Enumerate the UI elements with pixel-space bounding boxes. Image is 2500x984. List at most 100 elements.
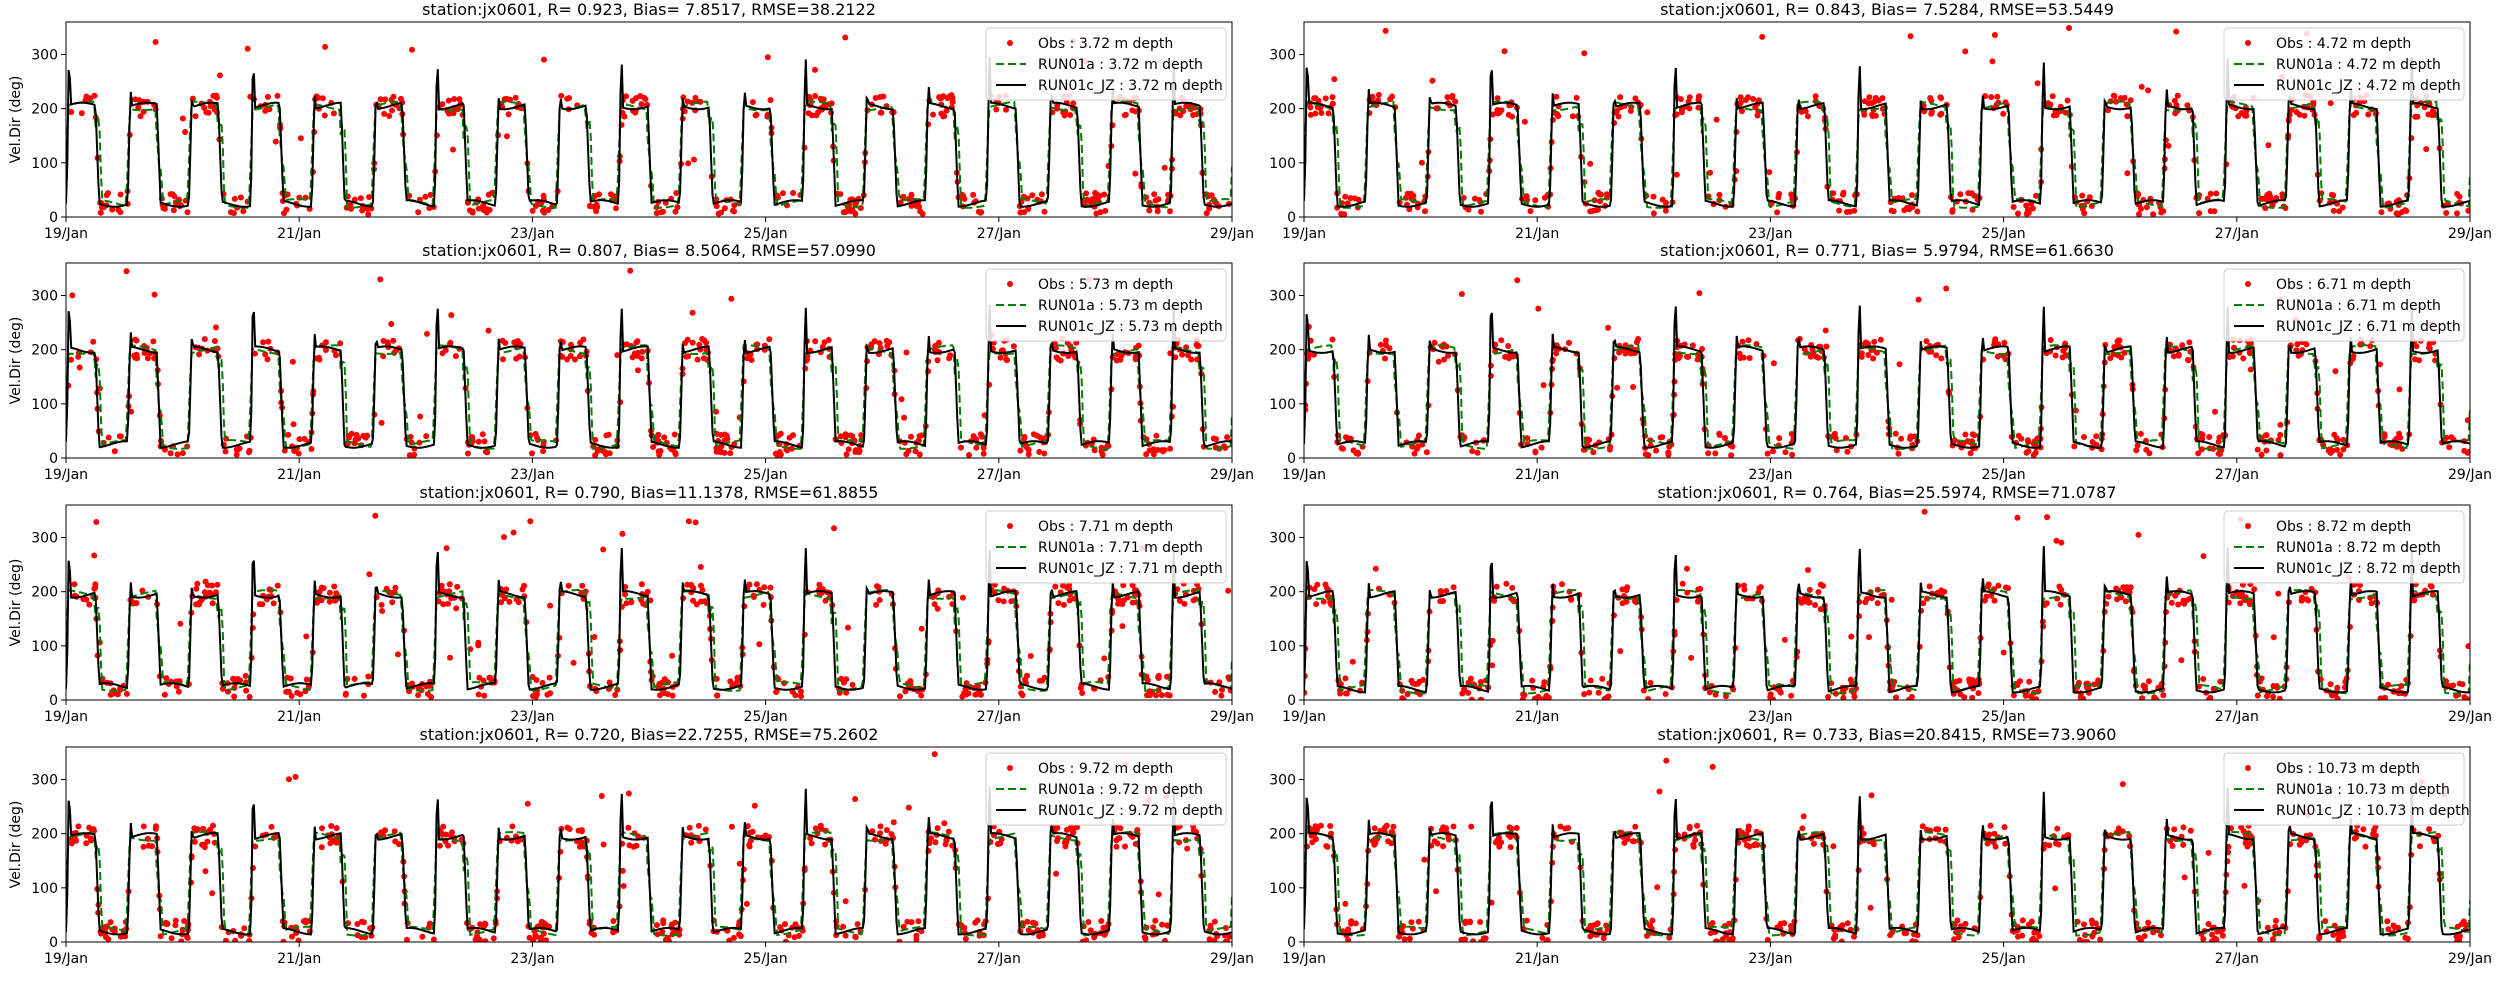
obs-point	[2143, 204, 2150, 211]
obs-point	[2305, 597, 2312, 604]
obs-point	[1775, 194, 1782, 201]
legend-label: Obs : 7.71 m depth	[1038, 519, 1173, 535]
obs-point	[1662, 691, 1669, 697]
obs-point	[360, 692, 367, 699]
obs-point	[2427, 582, 2434, 589]
obs-point	[2054, 825, 2061, 832]
obs-point	[565, 582, 572, 589]
obs-point	[105, 434, 112, 441]
y-tick-label: 300	[31, 48, 58, 64]
obs-point	[2071, 443, 2078, 450]
obs-point	[1800, 813, 1807, 820]
obs-point	[286, 776, 292, 783]
obs-point	[2097, 936, 2104, 942]
obs-point	[1418, 159, 1425, 166]
obs-point	[1686, 825, 1693, 832]
obs-point	[1501, 48, 1508, 55]
obs-point	[132, 354, 139, 361]
obs-point	[351, 440, 358, 447]
obs-point	[411, 451, 418, 458]
obs-point	[122, 933, 129, 940]
obs-point	[1843, 209, 1850, 215]
obs-point	[845, 624, 851, 631]
obs-point	[638, 355, 645, 362]
obs-point	[456, 96, 463, 103]
obs-point	[2463, 695, 2470, 700]
obs-point	[1992, 339, 1999, 346]
obs-point	[1144, 692, 1150, 699]
subplot-title: station:jx0601, R= 0.720, Bias=22.7255, …	[420, 725, 879, 744]
obs-point	[246, 938, 253, 942]
obs-point	[440, 823, 447, 830]
obs-point	[475, 642, 482, 649]
obs-point	[1825, 693, 1832, 700]
obs-point	[605, 431, 612, 438]
obs-point	[1070, 100, 1077, 107]
obs-point	[654, 922, 660, 929]
obs-point	[2089, 439, 2096, 445]
obs-point	[1458, 291, 1465, 297]
obs-point	[2053, 537, 2060, 544]
obs-point	[1390, 823, 1397, 830]
y-tick-label: 300	[1269, 289, 1296, 305]
obs-point	[1629, 838, 1636, 845]
obs-point	[1887, 932, 1894, 939]
obs-point	[450, 146, 456, 153]
obs-point	[821, 339, 828, 346]
obs-point	[1344, 200, 1351, 207]
obs-point	[1224, 434, 1231, 441]
obs-point	[1347, 195, 1354, 202]
obs-point	[2235, 113, 2242, 120]
obs-point	[2015, 210, 2021, 217]
obs-point	[1166, 692, 1173, 699]
obs-point	[2000, 110, 2007, 117]
obs-point	[2209, 931, 2216, 938]
obs-point	[377, 276, 384, 283]
obs-point	[357, 195, 364, 202]
plot-area	[1304, 757, 2470, 942]
obs-point	[439, 101, 446, 108]
obs-point	[1532, 448, 1539, 455]
obs-point	[1706, 689, 1713, 696]
obs-point	[213, 324, 219, 331]
obs-point	[182, 129, 189, 135]
obs-point	[816, 581, 823, 588]
obs-point	[2081, 921, 2087, 928]
obs-point	[672, 208, 679, 215]
legend-label: RUN01c_JZ : 10.73 m depth	[2276, 803, 2470, 819]
obs-point	[1348, 920, 1355, 927]
obs-point	[1844, 448, 1851, 455]
obs-point	[426, 682, 433, 689]
legend-label: RUN01c_JZ : 8.72 m depth	[2276, 561, 2461, 577]
obs-point	[883, 337, 890, 344]
legend-label: Obs : 6.71 m depth	[2276, 277, 2411, 293]
obs-point	[937, 95, 944, 102]
obs-point	[1101, 655, 1108, 662]
obs-point	[322, 347, 329, 353]
obs-point	[1510, 598, 1517, 604]
obs-point	[2205, 696, 2212, 700]
obs-point	[1817, 606, 1824, 613]
x-tick-label: 19/Jan	[44, 951, 88, 967]
obs-point	[1375, 91, 1382, 98]
obs-point	[144, 355, 151, 362]
obs-point	[107, 691, 114, 698]
obs-point	[761, 584, 768, 591]
obs-point	[91, 585, 98, 592]
obs-point	[2460, 918, 2467, 925]
obs-point	[908, 191, 915, 198]
obs-point	[1614, 384, 1621, 391]
obs-point	[2030, 696, 2037, 700]
legend: Obs : 5.73 m depth RUN01a : 5.73 m depth R…	[985, 268, 1227, 342]
obs-point	[842, 34, 849, 41]
obs-point	[1524, 435, 1531, 442]
obs-point	[2426, 340, 2433, 347]
obs-point	[1600, 935, 1607, 942]
obs-point	[638, 101, 645, 108]
obs-point	[1352, 920, 1359, 927]
obs-point	[612, 692, 619, 698]
obs-point	[751, 802, 758, 809]
obs-point	[1507, 833, 1514, 840]
obs-point	[285, 431, 292, 438]
y-tick-label: 0	[49, 693, 58, 709]
